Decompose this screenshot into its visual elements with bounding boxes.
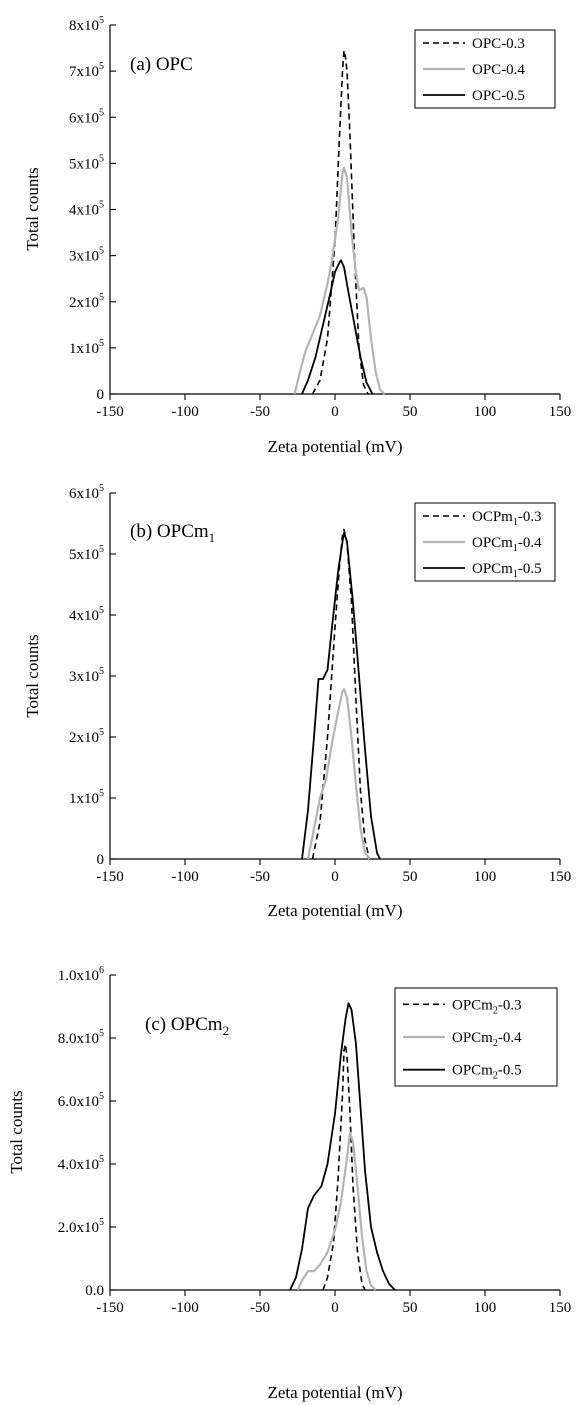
- x-tick-label: -100: [171, 869, 199, 885]
- x-tick-label: -100: [171, 404, 199, 420]
- y-tick-label: 0: [97, 852, 105, 868]
- y-axis-title: Total counts: [23, 167, 42, 250]
- y-tick-label: 1x105: [69, 788, 104, 807]
- y-tick-label: 5x105: [69, 153, 104, 172]
- y-tick-label: 3x105: [69, 666, 104, 685]
- x-tick-label: 50: [403, 1300, 418, 1316]
- series-line-dashed: [322, 1043, 366, 1291]
- chart-panel-1: -150 -100 -50 0 50 100 150 0 1x105 2x105 3x105 4x10…: [23, 15, 571, 456]
- chart-panel-2: -150 -100 -50 0 50 100 150 0 1x105 2x105 3x105 4x10…: [23, 483, 571, 920]
- y-tick-label: 3x105: [69, 246, 104, 265]
- legend: OPCm2-0.3 OPCm2-0.4 OPCm2-0.5: [394, 987, 558, 1087]
- legend-label: OPCm2-0.3: [452, 997, 522, 1016]
- y-tick-label: 4x105: [69, 605, 104, 624]
- y-tick-label: 7x105: [69, 61, 104, 80]
- legend: OCPm1-0.3 OPCm1-0.4 OPCm1-0.5: [414, 502, 556, 582]
- legend-label: OPC-0.4: [472, 62, 525, 78]
- y-tick-label: 5x105: [69, 544, 104, 563]
- y-tick-label: 8x105: [69, 15, 104, 34]
- series-line-dashed: [311, 528, 371, 860]
- y-axis-title: Total counts: [23, 634, 42, 717]
- x-tick-label: 0: [331, 1300, 339, 1316]
- x-tick-label: -50: [250, 404, 270, 420]
- x-axis-title: Zeta potential (mV): [267, 901, 402, 920]
- x-tick-label: -150: [96, 869, 124, 885]
- series-line-solid: [301, 259, 374, 395]
- x-tick-label: -100: [171, 1300, 199, 1316]
- y-tick-label: 4.0x105: [58, 1154, 104, 1173]
- x-tick-label: 0: [331, 869, 339, 885]
- legend-label: OPCm2-0.5: [452, 1063, 522, 1082]
- y-tick-label: 0.0: [85, 1283, 104, 1299]
- legend-label: OPCm1-0.5: [472, 561, 542, 580]
- legend-label: OPC-0.5: [472, 88, 525, 104]
- x-tick-label: 100: [474, 404, 497, 420]
- chart-panel-3: -150 -100 -50 0 50 100 150 0.0 2.0x105 4.0x105 6.0…: [7, 965, 571, 1402]
- series-line-gray: [306, 688, 371, 860]
- x-tick-label: -50: [250, 869, 270, 885]
- y-tick-label: 2.0x105: [58, 1217, 104, 1236]
- panel-label: (c) OPCm2: [145, 1014, 229, 1038]
- series-line-gray: [296, 1131, 377, 1291]
- panel-label: (b) OPCm1: [130, 521, 215, 545]
- series-line-dashed: [311, 49, 369, 395]
- x-tick-label: 150: [549, 404, 572, 420]
- y-tick-label: 2x105: [69, 292, 104, 311]
- x-tick-label: 50: [403, 869, 418, 885]
- legend: OPC-0.3 OPC-0.4 OPC-0.5: [414, 29, 556, 109]
- y-tick-label: 6x105: [69, 483, 104, 502]
- y-tick-label: 4x105: [69, 200, 104, 219]
- x-axis-title: Zeta potential (mV): [267, 1383, 402, 1402]
- x-tick-label: 50: [403, 404, 418, 420]
- y-tick-label: 6x105: [69, 107, 104, 126]
- series-line-solid: [289, 1002, 396, 1291]
- x-tick-label: 100: [474, 869, 497, 885]
- y-tick-label: 1x105: [69, 338, 104, 357]
- x-tick-label: -150: [96, 1300, 124, 1316]
- legend-label: OCPm1-0.3: [472, 509, 542, 528]
- x-tick-label: -150: [96, 404, 124, 420]
- x-tick-label: 0: [331, 404, 339, 420]
- panel-label: (a) OPC: [130, 54, 193, 75]
- x-tick-label: 150: [549, 1300, 572, 1316]
- y-tick-label: 0: [97, 387, 105, 403]
- y-tick-label: 6.0x105: [58, 1091, 104, 1110]
- y-tick-label: 8.0x105: [58, 1028, 104, 1047]
- y-tick-label: 1.0x106: [58, 965, 104, 984]
- series-line-gray: [293, 166, 386, 395]
- legend-label: OPCm1-0.4: [472, 535, 542, 554]
- x-tick-label: -50: [250, 1300, 270, 1316]
- x-tick-label: 100: [474, 1300, 497, 1316]
- x-tick-label: 150: [549, 869, 572, 885]
- y-tick-label: 2x105: [69, 727, 104, 746]
- y-axis-title: Total counts: [7, 1090, 26, 1173]
- legend-label: OPCm2-0.4: [452, 1030, 522, 1049]
- series-line-solid: [301, 531, 381, 860]
- x-axis-title: Zeta potential (mV): [267, 437, 402, 456]
- legend-label: OPC-0.3: [472, 36, 525, 52]
